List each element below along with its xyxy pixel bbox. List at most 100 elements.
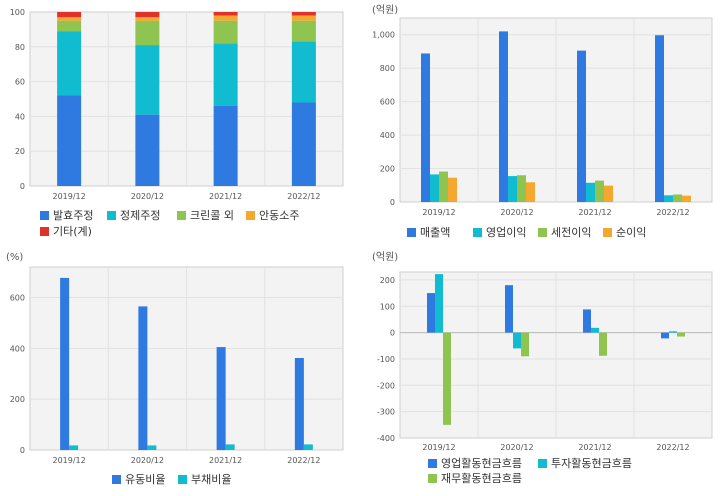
- bar-크린콜-외-2021-12: [213, 20, 238, 44]
- bar-부채비율-2020-12: [147, 445, 157, 450]
- x-tick-label: 2020/12: [131, 456, 164, 465]
- bar-순이익-2019-12: [448, 177, 457, 202]
- y-tick-label: 200: [10, 395, 25, 404]
- y-tick-label: -100: [377, 355, 395, 364]
- legend-swatch-정제주정: [107, 211, 116, 220]
- bar-투자활동현금흐름-2020-12: [513, 332, 521, 349]
- bar-영업활동현금흐름-2020-12: [505, 285, 513, 333]
- x-tick-label: 2020/12: [131, 192, 164, 201]
- y-tick-label: 0: [20, 446, 25, 455]
- x-tick-label: 2021/12: [209, 456, 242, 465]
- y-tick-label: 200: [380, 276, 395, 285]
- y-tick-label: -400: [377, 434, 395, 443]
- bar-기타-계-2021-12: [213, 12, 238, 16]
- legend-label-순이익: 순이익: [616, 226, 646, 239]
- x-tick-label: 2021/12: [578, 443, 611, 452]
- bar-세전이익-2020-12: [517, 175, 526, 202]
- y-tick-label: 100: [380, 302, 395, 311]
- bar-부채비율-2019-12: [69, 445, 79, 450]
- x-tick-label: 2019/12: [53, 192, 86, 201]
- chart-income: (억원) 0 200 400 600 800 1,000 2019/12 2020/12 202…: [372, 4, 713, 239]
- bar-정제주정-2019-12: [57, 31, 82, 96]
- legend-label-정제주정: 정제주정: [120, 209, 160, 222]
- y-tick-label: 20: [15, 147, 25, 156]
- x-tick-label: 2022/12: [656, 208, 689, 217]
- x-tick-label: 2019/12: [422, 443, 455, 452]
- x-tick-label: 2019/12: [422, 208, 455, 217]
- bar-발효주정-2020-12: [135, 114, 160, 186]
- y-tick-label: 0: [390, 329, 395, 338]
- y-tick-label: 800: [380, 64, 395, 73]
- y-tick-label: -200: [377, 381, 395, 390]
- legend-swatch-재무활동현금흐름: [428, 474, 437, 483]
- y-tick-label: 400: [10, 344, 25, 353]
- bar-세전이익-2021-12: [595, 180, 604, 202]
- y-tick-label: 80: [15, 43, 25, 52]
- y-tick-label: -300: [377, 408, 395, 417]
- bar-영업활동현금흐름-2021-12: [583, 309, 591, 333]
- bar-발효주정-2022-12: [291, 102, 316, 186]
- unit-label: (%): [6, 252, 23, 263]
- y-tick-label: 400: [380, 131, 395, 140]
- legend-swatch-안동소주: [246, 211, 255, 220]
- legend-swatch-유동비율: [112, 475, 121, 484]
- y-tick-label: 40: [15, 112, 25, 121]
- bar-정제주정-2020-12: [135, 45, 160, 115]
- bar-안동소주-2021-12: [213, 15, 238, 21]
- legend-swatch-매출액: [407, 228, 416, 237]
- bar-세전이익-2022-12: [673, 194, 682, 202]
- bar-영업이익-2022-12: [664, 195, 673, 202]
- legend-swatch-순이익: [603, 228, 612, 237]
- legend-label-영업이익: 영업이익: [486, 226, 526, 239]
- y-tick-label: 100: [10, 8, 25, 17]
- x-tick-label: 2019/12: [53, 456, 86, 465]
- bar-순이익-2022-12: [682, 195, 691, 202]
- bar-투자활동현금흐름-2021-12: [591, 327, 599, 333]
- bar-재무활동현금흐름-2020-12: [521, 332, 529, 357]
- unit-label: (억원): [372, 251, 398, 263]
- x-tick-label: 2020/12: [500, 208, 533, 217]
- bar-영업이익-2020-12: [508, 176, 517, 202]
- bar-투자활동현금흐름-2019-12: [435, 274, 443, 333]
- bar-크린콜-외-2020-12: [135, 20, 160, 46]
- bar-크린콜-외-2019-12: [57, 20, 82, 32]
- legend-swatch-영업활동현금흐름: [428, 459, 437, 468]
- chart-product-mix: 0 20 40 60 80 100 2019/12 2020/12 2021/12 2022/12…: [10, 8, 344, 238]
- bar-매출액-2022-12: [655, 35, 664, 202]
- legend-label-영업활동현금흐름: 영업활동현금흐름: [441, 456, 522, 470]
- bar-영업이익-2021-12: [586, 182, 595, 202]
- bar-세전이익-2019-12: [439, 171, 448, 202]
- x-tick-label: 2022/12: [287, 456, 320, 465]
- legend-label-유동비율: 유동비율: [125, 473, 165, 486]
- bar-재무활동현금흐름-2019-12: [443, 332, 451, 425]
- bar-순이익-2021-12: [604, 185, 613, 202]
- bar-유동비율-2020-12: [138, 306, 148, 450]
- legend-label-크린콜-외: 크린콜 외: [190, 209, 234, 222]
- x-tick-label: 2021/12: [209, 192, 242, 201]
- legend-label-투자활동현금흐름: 투자활동현금흐름: [551, 456, 632, 470]
- legend-label-재무활동현금흐름: 재무활동현금흐름: [441, 471, 522, 485]
- legend-swatch-영업이익: [473, 228, 482, 237]
- bar-재무활동현금흐름-2022-12: [677, 332, 685, 337]
- chart-ratios: (%) 0 200 400 600 2019/12 2020/12 2021/12 2022/…: [6, 252, 344, 486]
- bar-매출액-2021-12: [577, 50, 586, 203]
- bar-크린콜-외-2022-12: [291, 20, 316, 42]
- bar-기타-계-2019-12: [57, 12, 82, 18]
- legend-label-부채비율: 부채비율: [191, 473, 231, 486]
- unit-label: (억원): [372, 4, 398, 16]
- bar-유동비율-2021-12: [216, 347, 226, 450]
- bar-영업활동현금흐름-2019-12: [427, 293, 435, 333]
- legend-label-발효주정: 발효주정: [53, 209, 93, 222]
- bar-정제주정-2022-12: [291, 41, 316, 103]
- legend-label-기타-계: 기타(계): [53, 225, 92, 238]
- y-tick-label: 600: [10, 294, 25, 303]
- bar-발효주정-2021-12: [213, 105, 238, 186]
- legend-label-매출액: 매출액: [420, 226, 450, 239]
- bar-부채비율-2021-12: [225, 444, 235, 450]
- bar-정제주정-2021-12: [213, 43, 238, 106]
- bar-영업이익-2019-12: [430, 174, 439, 202]
- y-tick-label: 0: [390, 198, 395, 207]
- bar-안동소주-2022-12: [291, 15, 316, 21]
- bar-안동소주-2019-12: [57, 17, 82, 21]
